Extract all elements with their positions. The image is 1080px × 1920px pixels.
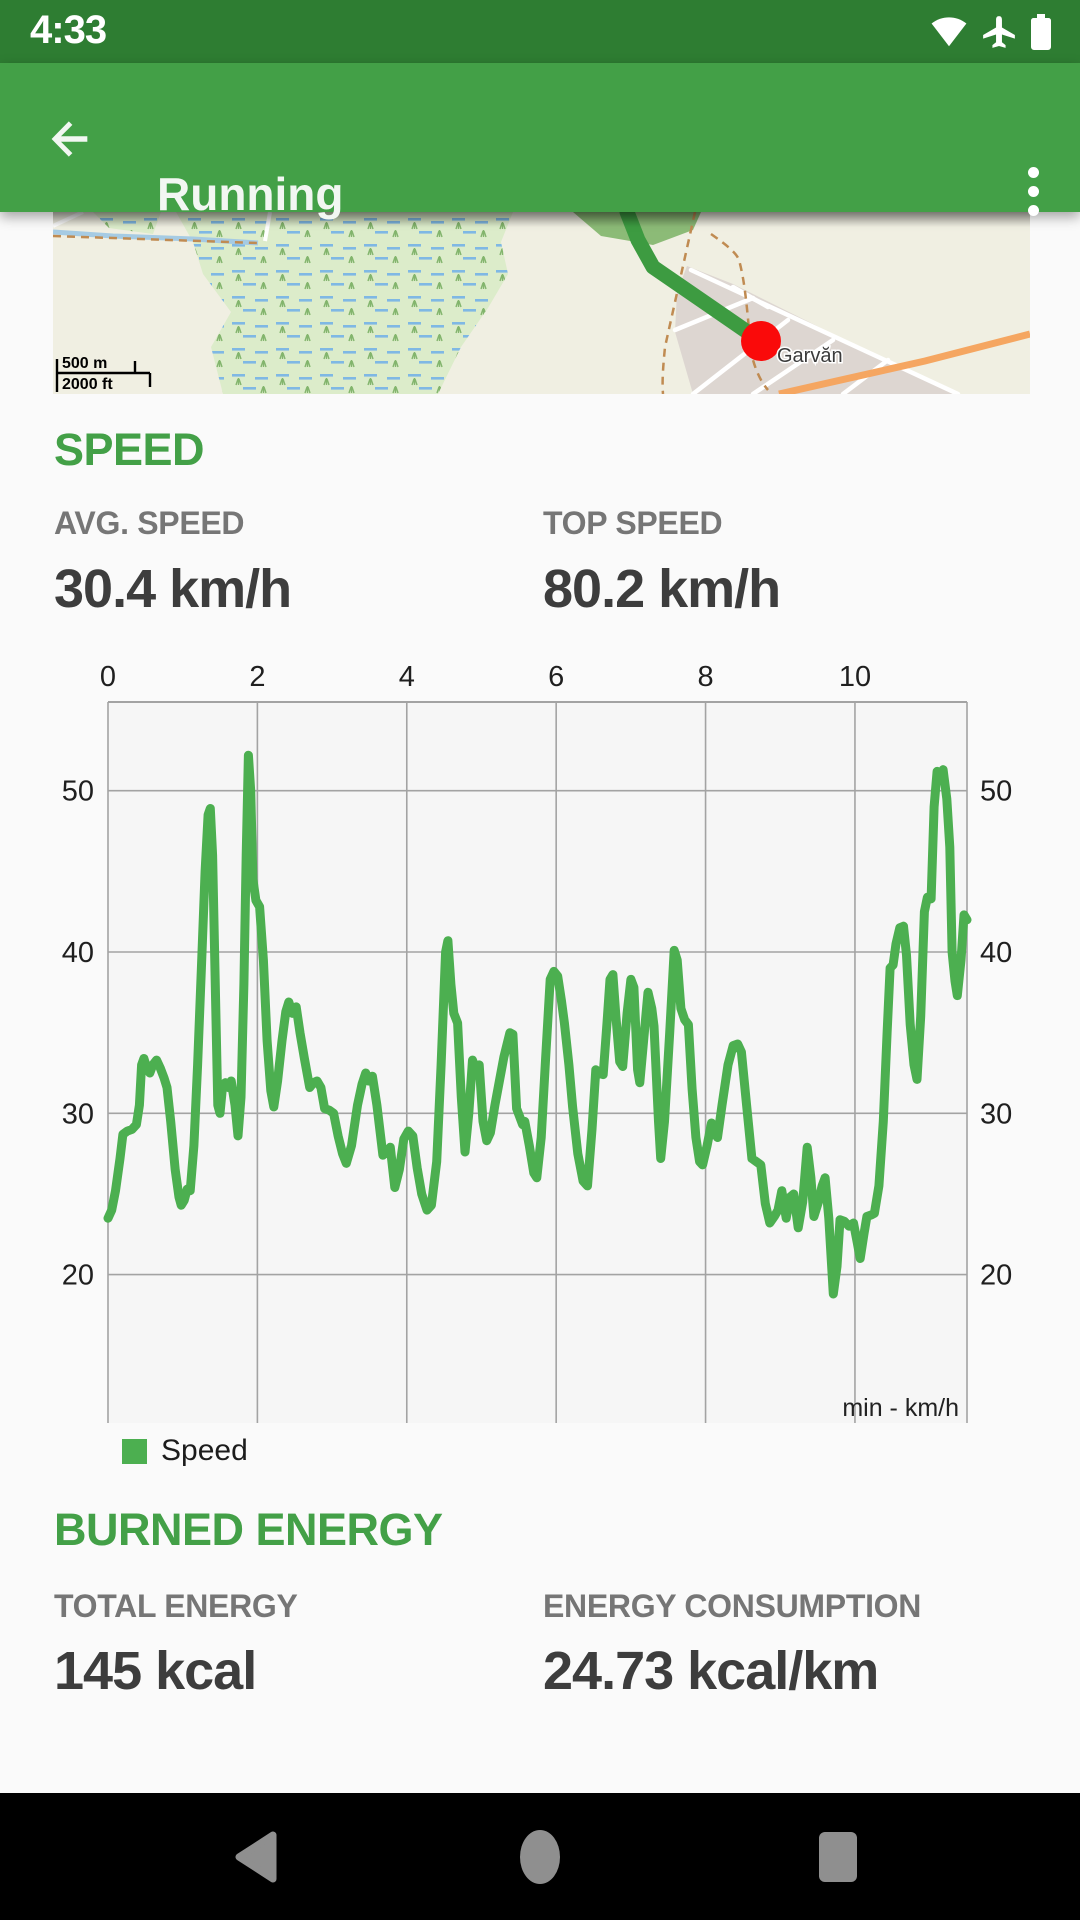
y-axis-tick-label-right: 50 xyxy=(980,776,1012,808)
x-axis-tick-label: 4 xyxy=(399,661,415,693)
wifi-icon xyxy=(930,17,968,52)
top-speed-label: TOP SPEED xyxy=(543,505,723,541)
battery-icon xyxy=(1030,14,1052,55)
avg-speed-value: 30.4 km/h xyxy=(54,559,292,619)
position-marker xyxy=(741,321,781,361)
avg-speed-label: AVG. SPEED xyxy=(54,505,245,541)
route-line xyxy=(619,212,767,348)
legend-swatch-speed xyxy=(122,1438,147,1464)
x-axis-tick-label: 2 xyxy=(249,661,265,693)
chart-plot-area xyxy=(108,702,967,1423)
nav-home-button[interactable] xyxy=(480,1793,600,1920)
x-axis-tick-label: 10 xyxy=(839,661,871,693)
scale-metric-label: 500 m xyxy=(62,355,107,372)
map-primary-road xyxy=(778,330,1030,394)
status-icons xyxy=(930,14,1052,55)
status-bar: 4:33 xyxy=(0,0,1080,63)
x-axis-tick-label: 0 xyxy=(100,661,116,693)
overflow-dot xyxy=(1027,167,1039,178)
nav-recents-icon xyxy=(819,1831,857,1882)
arrow-back-icon xyxy=(51,121,88,157)
map-canvas: Garvăn 500 m 2000 ft xyxy=(53,212,1030,394)
airplane-mode-icon xyxy=(982,15,1016,54)
back-button[interactable] xyxy=(44,113,96,165)
status-time: 4:33 xyxy=(30,8,107,52)
total-energy-label: TOTAL ENERGY xyxy=(54,1588,298,1624)
chart-legend: Speed xyxy=(122,1434,248,1468)
speed-section-title: SPEED xyxy=(54,424,205,475)
map-settlement-roads xyxy=(672,267,961,394)
overflow-dot xyxy=(1027,205,1039,216)
speed-chart: 0 2 4 6 8 10 20 20 30 30 40 40 50 50 min - km/h xyxy=(62,661,1012,1423)
map-boundary-lines xyxy=(53,212,769,394)
app-bar: Running xyxy=(0,63,1080,220)
nav-back-icon xyxy=(235,1831,277,1882)
map-wetland xyxy=(176,212,513,394)
x-axis-tick-label: 6 xyxy=(548,661,564,693)
scale-imperial-label: 2000 ft xyxy=(62,376,113,393)
legend-label-speed: Speed xyxy=(161,1434,248,1467)
y-axis-tick-label-left: 20 xyxy=(62,1260,94,1292)
energy-consumption-label: ENERGY CONSUMPTION xyxy=(543,1588,922,1624)
appbar-shadow xyxy=(53,212,1030,227)
total-energy-value: 145 kcal xyxy=(54,1641,257,1701)
nav-back-button[interactable] xyxy=(195,1793,315,1920)
energy-section-title: BURNED ENERGY xyxy=(54,1504,443,1555)
nav-home-icon xyxy=(520,1829,560,1884)
axis-unit-label: min - km/h xyxy=(842,1394,959,1422)
android-nav-bar xyxy=(0,1793,1080,1920)
overflow-dot xyxy=(1027,186,1039,197)
top-speed-value: 80.2 km/h xyxy=(543,559,781,619)
y-axis-tick-label-left: 30 xyxy=(62,1098,94,1130)
nav-recents-button[interactable] xyxy=(778,1793,898,1920)
x-axis-tick-label: 8 xyxy=(697,661,713,693)
overflow-menu-button[interactable] xyxy=(1026,167,1040,237)
map-scale-bar: 500 m 2000 ft xyxy=(55,355,152,393)
page-title: Running xyxy=(157,168,344,220)
y-axis-tick-label-left: 50 xyxy=(62,776,94,808)
y-axis-tick-label-right: 40 xyxy=(980,937,1012,969)
route-map[interactable]: Garvăn 500 m 2000 ft xyxy=(53,212,1030,394)
map-place-label: Garvăn xyxy=(777,345,843,367)
y-axis-tick-label-left: 40 xyxy=(62,937,94,969)
speed-line-series xyxy=(103,750,972,1299)
y-axis-tick-label-right: 20 xyxy=(980,1260,1012,1292)
energy-consumption-value: 24.73 kcal/km xyxy=(543,1641,879,1701)
y-axis-tick-label-right: 30 xyxy=(980,1098,1012,1130)
